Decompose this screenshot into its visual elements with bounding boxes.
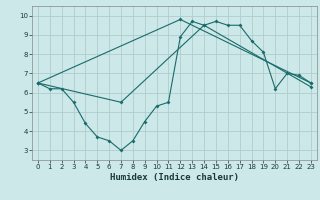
X-axis label: Humidex (Indice chaleur): Humidex (Indice chaleur)	[110, 173, 239, 182]
